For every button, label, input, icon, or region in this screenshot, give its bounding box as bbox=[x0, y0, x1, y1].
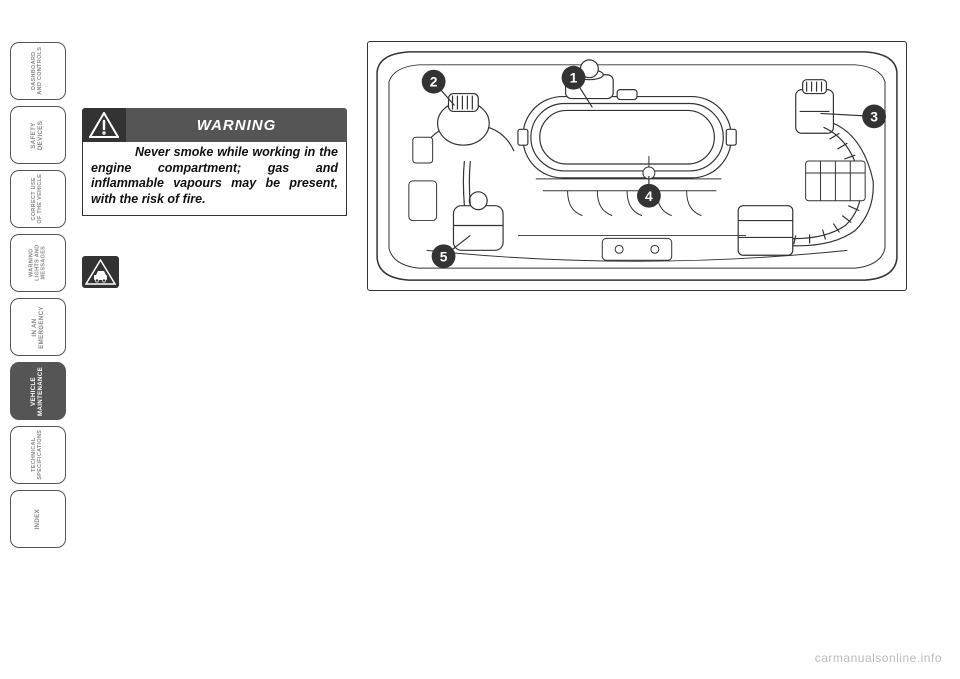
tab-label: INDEX bbox=[35, 509, 42, 529]
warning-header: WARNING bbox=[82, 108, 347, 142]
tab-warning-lights[interactable]: WARNING LIGHTS AND MESSAGES bbox=[10, 234, 66, 292]
warning-title-band: WARNING bbox=[126, 108, 347, 142]
tab-label: IN AN EMERGENCY bbox=[32, 306, 45, 349]
washer-fluid bbox=[453, 161, 503, 250]
warning-text: Never smoke while working in the engine … bbox=[82, 142, 347, 216]
tab-label: WARNING LIGHTS AND MESSAGES bbox=[29, 245, 46, 281]
tab-maintenance[interactable]: VEHICLE MAINTENANCE bbox=[10, 362, 66, 420]
tab-correct-use[interactable]: CORRECT USE OF THE VEHICLE bbox=[10, 170, 66, 228]
engine-svg: 1 2 3 4 5 bbox=[368, 42, 906, 290]
tab-index[interactable]: INDEX bbox=[10, 490, 66, 548]
ps-reservoir bbox=[796, 80, 834, 134]
tab-label: VEHICLE MAINTENANCE bbox=[32, 366, 45, 415]
warning-title: WARNING bbox=[197, 117, 277, 134]
tab-label: DASHBOARD AND CONTROLS bbox=[32, 47, 44, 95]
nav-tabs: DASHBOARD AND CONTROLS SAFETY DEVICES CO… bbox=[10, 42, 66, 548]
warning-triangle-icon bbox=[82, 108, 126, 142]
callout-label: 5 bbox=[440, 248, 448, 264]
tab-label: CORRECT USE OF THE VEHICLE bbox=[32, 174, 44, 224]
callout-label: 1 bbox=[570, 70, 578, 86]
tab-safety[interactable]: SAFETY DEVICES bbox=[10, 106, 66, 164]
tab-emergency[interactable]: IN AN EMERGENCY bbox=[10, 298, 66, 356]
callout-label: 4 bbox=[645, 188, 653, 204]
air-filter bbox=[518, 90, 736, 178]
warning-body: Never smoke while working in the engine … bbox=[91, 145, 338, 206]
watermark: carmanualsonline.info bbox=[815, 651, 942, 665]
tab-label: TECHNICAL SPECIFICATIONS bbox=[32, 430, 44, 480]
callout-label: 3 bbox=[870, 108, 878, 124]
tab-dashboard[interactable]: DASHBOARD AND CONTROLS bbox=[10, 42, 66, 100]
engine-diagram: 1 2 3 4 5 bbox=[367, 41, 907, 291]
car-warning-icon bbox=[82, 256, 119, 288]
callout-label: 2 bbox=[430, 74, 438, 90]
tab-label: SAFETY DEVICES bbox=[31, 120, 44, 149]
warning-box: WARNING Never smoke while working in the… bbox=[82, 108, 347, 216]
tab-technical[interactable]: TECHNICAL SPECIFICATIONS bbox=[10, 426, 66, 484]
